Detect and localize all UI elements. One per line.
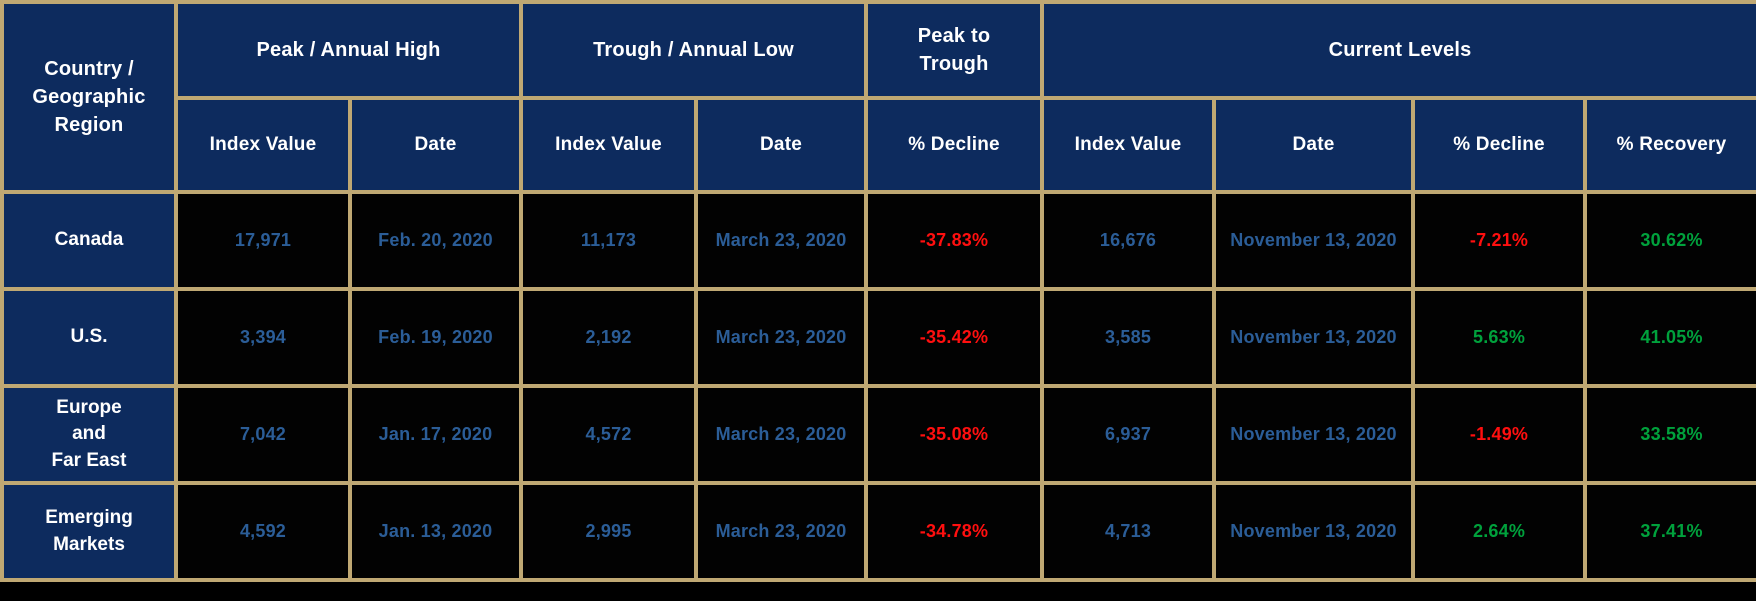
cell-em-current-index: 4,713 xyxy=(1040,481,1217,582)
cell-canada-trough-index: 11,173 xyxy=(519,190,699,291)
cell-canada-peak-to-trough-decline: -37.83% xyxy=(864,190,1045,291)
row-header-emerging-markets: Emerging Markets xyxy=(0,481,178,582)
subheader-current-recovery: % Recovery xyxy=(1583,96,1756,194)
cell-efe-current-decline: -1.49% xyxy=(1411,384,1588,485)
subheader-trough-index-value: Index Value xyxy=(519,96,699,194)
cell-us-current-recovery: 41.05% xyxy=(1583,287,1756,388)
cell-canada-current-recovery: 30.62% xyxy=(1583,190,1756,291)
table-row-europe-far-east: Europe and Far East 7,042 Jan. 17, 2020 … xyxy=(0,384,1756,485)
cell-em-current-date: November 13, 2020 xyxy=(1212,481,1416,582)
cell-efe-trough-index: 4,572 xyxy=(519,384,699,485)
cell-em-peak-to-trough-decline: -34.78% xyxy=(864,481,1045,582)
table-row-emerging-markets: Emerging Markets 4,592 Jan. 13, 2020 2,9… xyxy=(0,481,1756,582)
cell-us-peak-index: 3,394 xyxy=(174,287,352,388)
cell-us-current-decline: 5.63% xyxy=(1411,287,1588,388)
cell-em-trough-index: 2,995 xyxy=(519,481,699,582)
row-header-europe-far-east: Europe and Far East xyxy=(0,384,178,485)
cell-us-peak-to-trough-decline: -35.42% xyxy=(864,287,1045,388)
subheader-peak-date: Date xyxy=(347,96,524,194)
cell-efe-peak-to-trough-decline: -35.08% xyxy=(864,384,1045,485)
subheader-current-date: Date xyxy=(1212,96,1416,194)
market-levels-table: Country / Geographic Region Peak / Annua… xyxy=(0,0,1756,582)
table-row-canada: Canada 17,971 Feb. 20, 2020 11,173 March… xyxy=(0,190,1756,291)
cell-canada-current-index: 16,676 xyxy=(1040,190,1217,291)
cell-efe-current-index: 6,937 xyxy=(1040,384,1217,485)
corner-header-country-region: Country / Geographic Region xyxy=(0,0,178,194)
cell-efe-peak-date: Jan. 17, 2020 xyxy=(347,384,524,485)
cell-us-trough-index: 2,192 xyxy=(519,287,699,388)
cell-us-current-date: November 13, 2020 xyxy=(1212,287,1416,388)
subheader-trough-date: Date xyxy=(694,96,869,194)
cell-em-trough-date: March 23, 2020 xyxy=(694,481,869,582)
cell-us-trough-date: March 23, 2020 xyxy=(694,287,869,388)
cell-us-current-index: 3,585 xyxy=(1040,287,1217,388)
subheader-current-index-value: Index Value xyxy=(1040,96,1217,194)
group-header-trough-annual-low: Trough / Annual Low xyxy=(519,0,869,100)
cell-efe-peak-index: 7,042 xyxy=(174,384,352,485)
table-row-us: U.S. 3,394 Feb. 19, 2020 2,192 March 23,… xyxy=(0,287,1756,388)
cell-efe-trough-date: March 23, 2020 xyxy=(694,384,869,485)
cell-em-current-decline: 2.64% xyxy=(1411,481,1588,582)
subheader-current-decline: % Decline xyxy=(1411,96,1588,194)
cell-canada-current-date: November 13, 2020 xyxy=(1212,190,1416,291)
cell-canada-peak-index: 17,971 xyxy=(174,190,352,291)
group-header-peak-annual-high: Peak / Annual High xyxy=(173,0,524,100)
subheader-peak-to-trough-decline: % Decline xyxy=(864,96,1045,194)
cell-em-peak-date: Jan. 13, 2020 xyxy=(347,481,524,582)
cell-canada-peak-date: Feb. 20, 2020 xyxy=(347,190,524,291)
row-header-us: U.S. xyxy=(0,287,178,388)
group-header-current-levels: Current Levels xyxy=(1040,0,1756,100)
group-header-peak-to-trough: Peak to Trough xyxy=(864,0,1045,100)
cell-canada-current-decline: -7.21% xyxy=(1411,190,1588,291)
cell-em-peak-index: 4,592 xyxy=(174,481,352,582)
cell-us-peak-date: Feb. 19, 2020 xyxy=(347,287,524,388)
cell-em-current-recovery: 37.41% xyxy=(1583,481,1756,582)
row-header-canada: Canada xyxy=(0,190,178,291)
cell-efe-current-date: November 13, 2020 xyxy=(1212,384,1416,485)
cell-canada-trough-date: March 23, 2020 xyxy=(694,190,869,291)
cell-efe-current-recovery: 33.58% xyxy=(1583,384,1756,485)
subheader-peak-index-value: Index Value xyxy=(174,96,352,194)
